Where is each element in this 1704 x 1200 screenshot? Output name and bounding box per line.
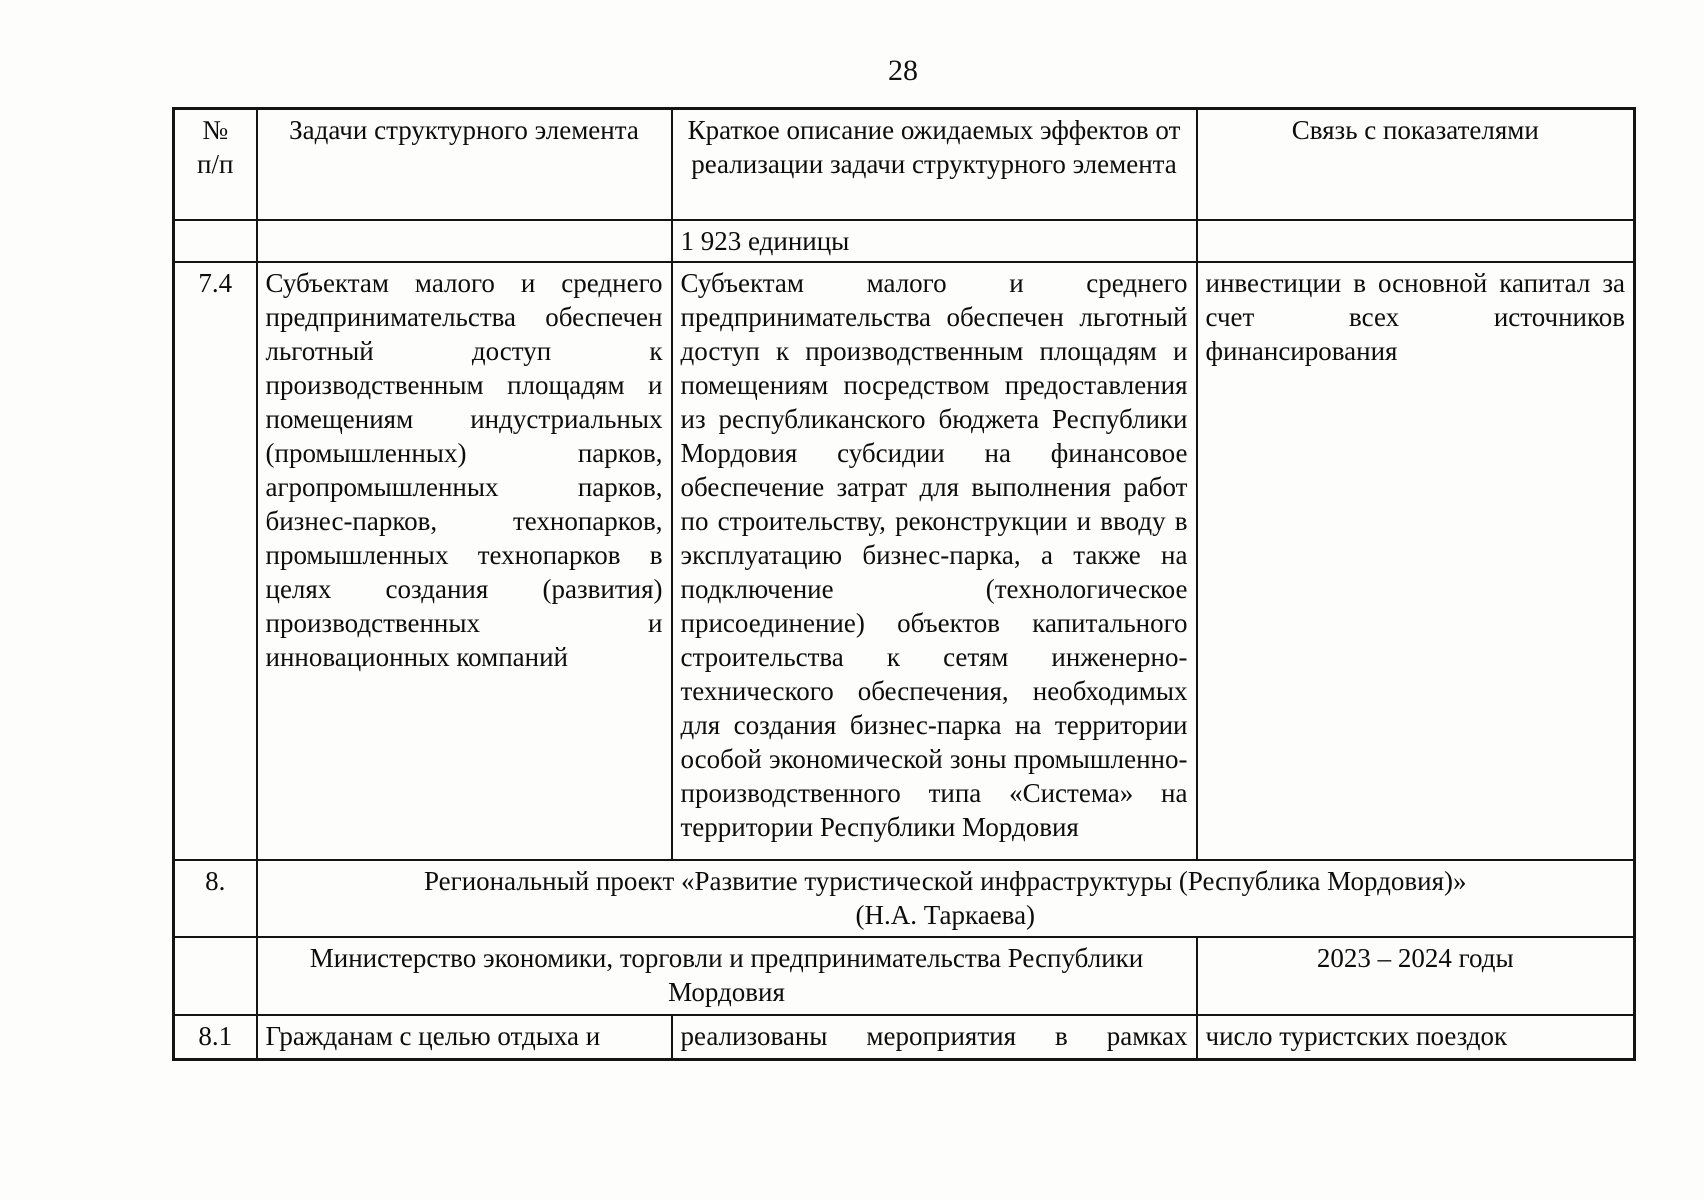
header-cell-indicators: Связь с показателями xyxy=(1195,107,1636,221)
table-row-8-project-heading: 8. Региональный проект «Развитие туристи… xyxy=(172,858,1636,938)
row-7-4-indicator: инвестиции в основной капитал за счет вс… xyxy=(1195,260,1636,861)
row-7-4-effect: Субъектам малого и среднего предпринимат… xyxy=(670,260,1198,861)
ministry-row: Министерство экономики, торговли и предп… xyxy=(172,935,1636,1016)
header-num-line1: № xyxy=(202,115,229,145)
structural-elements-table: № п/п Задачи структурного элемента Кратк… xyxy=(172,107,1636,1061)
row-8-project-title-cell: Региональный проект «Развитие туристичес… xyxy=(255,858,1636,938)
continuation-effect-cell: 1 923 единицы xyxy=(670,218,1198,263)
header-cell-tasks: Задачи структурного элемента xyxy=(255,107,673,221)
project-title-line1: Региональный проект «Развитие туристичес… xyxy=(424,865,1467,896)
ministry-name-cell: Министерство экономики, торговли и предп… xyxy=(255,935,1198,1016)
table-row-8-1: 8.1 Гражданам с целью отдыха и реализова… xyxy=(172,1013,1636,1061)
page-number: 28 xyxy=(888,54,918,87)
row-8-num: 8. xyxy=(172,858,258,938)
header-num-line2: п/п xyxy=(197,149,234,179)
row-7-4-num: 7.4 xyxy=(172,260,258,861)
ministry-num-cell xyxy=(172,935,258,1016)
continuation-row: 1 923 единицы xyxy=(172,218,1636,263)
row-8-1-num: 8.1 xyxy=(172,1013,258,1061)
table-header-row: № п/п Задачи структурного элемента Кратк… xyxy=(172,107,1636,221)
row-8-1-task: Гражданам с целью отдыха и xyxy=(255,1013,673,1061)
ministry-years-cell: 2023 – 2024 годы xyxy=(1195,935,1636,1016)
project-title-line2: (Н.А. Таркаева) xyxy=(855,899,1036,930)
continuation-num-cell xyxy=(172,218,258,263)
header-cell-effects: Краткое описание ожидаемых эффектов от р… xyxy=(670,107,1198,221)
continuation-task-cell xyxy=(255,218,673,263)
row-8-1-effect: реализованы мероприятия в рамках xyxy=(670,1013,1198,1061)
continuation-indicator-cell xyxy=(1195,218,1636,263)
row-8-1-indicator: число туристских поездок xyxy=(1195,1013,1636,1061)
table-row-7-4: 7.4 Субъектам малого и среднего предприн… xyxy=(172,260,1636,861)
header-cell-num: № п/п xyxy=(172,107,258,221)
row-7-4-task: Субъектам малого и среднего предпринимат… xyxy=(255,260,673,861)
